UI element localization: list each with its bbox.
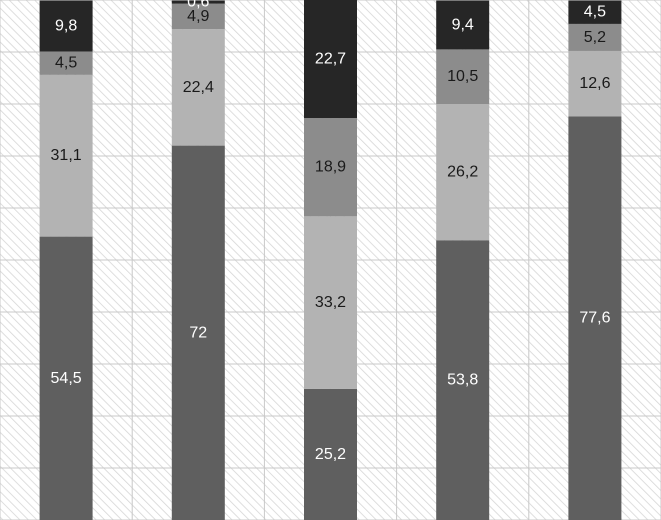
bar-segment-s1-c3	[436, 104, 490, 241]
bar-segment-s0-c2	[304, 388, 357, 520]
data-label-s0-c1: 72	[189, 324, 207, 341]
data-label-s0-c2: 25,2	[315, 446, 346, 463]
bars-group	[39, 0, 622, 520]
data-label-s3-c4: 4,5	[584, 4, 606, 21]
data-label-s3-c2: 22,7	[315, 51, 346, 68]
data-label-s0-c3: 53,8	[447, 372, 478, 389]
data-label-s1-c0: 31,1	[51, 147, 82, 164]
bar-segment-s0-c0	[39, 236, 93, 520]
bar-segment-s3-c0	[39, 0, 93, 52]
bar-segment-s1-c4	[568, 50, 622, 117]
bar-segment-s3-c4	[568, 0, 622, 24]
bar-segment-s3-c2	[304, 0, 357, 119]
data-label-s3-c3: 9,4	[452, 16, 474, 33]
bar-segment-s2-c1	[171, 3, 225, 30]
data-label-s1-c2: 33,2	[315, 294, 346, 311]
data-label-s0-c4: 77,6	[579, 310, 610, 327]
bar-segment-s0-c4	[568, 116, 622, 520]
bar-segment-s3-c1	[171, 0, 225, 4]
bar-segment-s2-c4	[568, 23, 622, 51]
data-labels-group: 54,5 31,1 4,5 9,8 72 22,4 4,90,6 25,2 33,2 18,9 22…	[51, 0, 611, 463]
data-label-s3-c0: 9,8	[55, 18, 77, 35]
bar-segment-s1-c1	[171, 29, 225, 146]
bar-segment-s2-c0	[39, 51, 93, 75]
bar-segment-s2-c3	[436, 49, 490, 104]
bar-segment-s1-c0	[39, 74, 93, 237]
bar-segment-s1-c2	[304, 216, 357, 389]
bar-segment-s0-c1	[171, 145, 225, 520]
bar-segment-s2-c2	[304, 118, 357, 217]
data-label-s1-c1: 22,4	[183, 79, 214, 96]
data-label-s1-c4: 12,6	[579, 75, 610, 92]
bar-segment-s3-c3	[436, 0, 490, 50]
data-label-s2-c3: 10,5	[447, 68, 478, 85]
data-label-s2-c0: 4,5	[55, 55, 77, 72]
bar-segment-s0-c3	[436, 240, 490, 520]
data-label-s2-c2: 18,9	[315, 159, 346, 176]
data-label-s2-c1: 4,9	[187, 8, 209, 25]
data-label-s0-c0: 54,5	[51, 370, 82, 387]
data-label-s3-c1: 0,6	[187, 0, 209, 11]
data-label-s1-c3: 26,2	[447, 164, 478, 181]
data-label-s2-c4: 5,2	[584, 29, 606, 46]
